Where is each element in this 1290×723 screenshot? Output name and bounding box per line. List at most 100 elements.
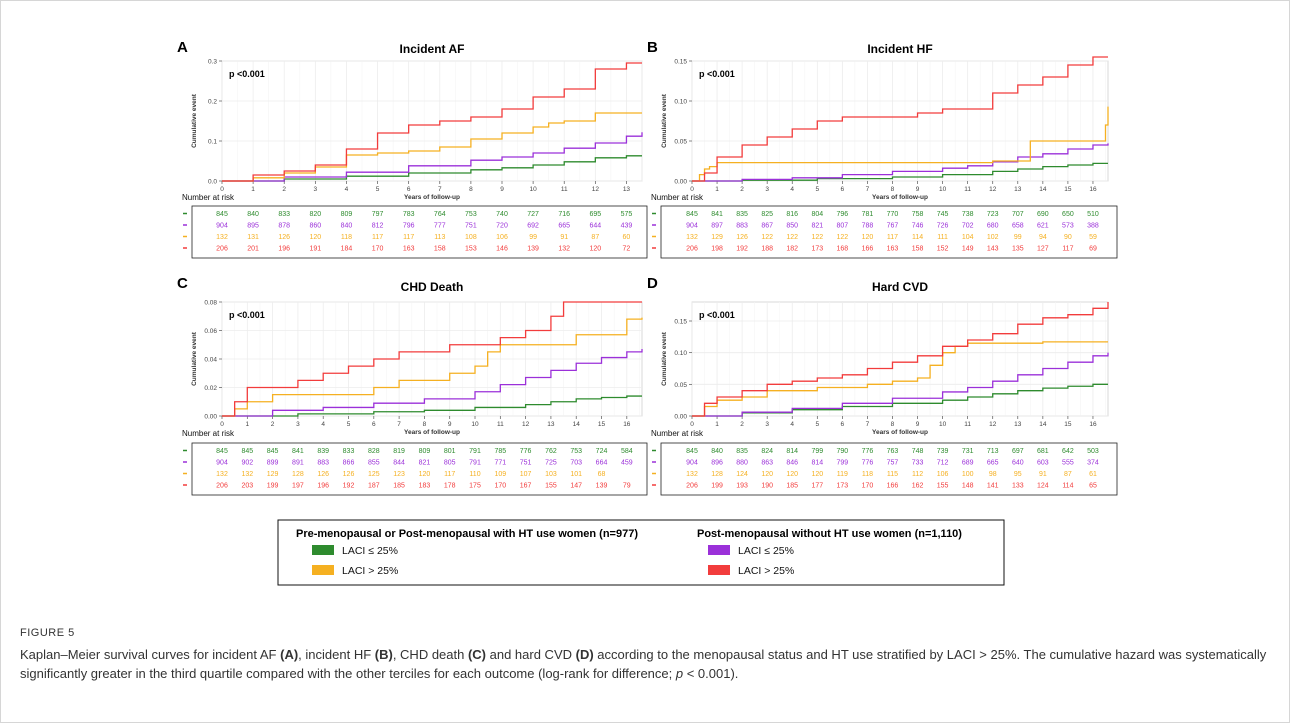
risk-count: 904: [686, 460, 698, 467]
caption-text-6: < 0.001).: [683, 666, 739, 681]
risk-count: 124: [1037, 483, 1049, 490]
x-tick-label: 12: [592, 186, 600, 193]
x-tick-label: 5: [815, 421, 819, 428]
risk-count: 190: [761, 483, 773, 490]
risk-count: 128: [292, 471, 304, 478]
caption-text-3: , CHD death: [392, 647, 468, 662]
risk-count: 126: [317, 471, 329, 478]
risk-count: 107: [520, 471, 532, 478]
risk-count: 764: [434, 211, 446, 218]
risk-count: 845: [686, 448, 698, 455]
x-tick-label: 13: [1014, 421, 1022, 428]
x-tick-label: 5: [815, 186, 819, 193]
x-tick-label: 10: [471, 421, 479, 428]
risk-count: 740: [496, 211, 508, 218]
x-tick-label: 9: [916, 186, 920, 193]
risk-count: 132: [686, 471, 698, 478]
x-axis-label: Years of follow-up: [872, 429, 928, 436]
km-curve-series-3: [222, 317, 643, 417]
risk-count: 199: [267, 483, 279, 490]
caption-p-symbol: p: [675, 666, 684, 681]
risk-count: 113: [434, 234, 445, 241]
risk-count: 152: [937, 246, 949, 253]
risk-count: 716: [558, 211, 570, 218]
risk-count: 725: [545, 460, 557, 467]
risk-count: 751: [465, 223, 477, 230]
risk-count: 206: [216, 483, 228, 490]
y-tick-label: 0.05: [674, 382, 687, 389]
risk-count: 777: [434, 223, 446, 230]
x-tick-label: 16: [1089, 421, 1097, 428]
x-tick-label: 13: [547, 421, 555, 428]
risk-count: 122: [811, 234, 823, 241]
risk-count: 883: [736, 223, 748, 230]
risk-count: 123: [393, 471, 405, 478]
p-value-label: p <0.001: [699, 69, 735, 79]
risk-count: 188: [761, 246, 773, 253]
risk-table-box: [191, 442, 648, 496]
risk-count: 896: [711, 460, 723, 467]
risk-count: 845: [267, 448, 279, 455]
risk-count: 845: [216, 211, 228, 218]
risk-count: 788: [862, 223, 874, 230]
km-curve-series-4: [222, 301, 642, 417]
risk-count: 112: [912, 471, 923, 478]
risk-count: 87: [591, 234, 599, 241]
x-axis-label: Years of follow-up: [872, 194, 928, 201]
risk-count: 120: [761, 471, 773, 478]
risk-count: 902: [241, 460, 253, 467]
risk-count: 120: [811, 471, 823, 478]
y-tick-label: 0.08: [204, 300, 217, 307]
km-curve-series-1: [222, 395, 642, 417]
risk-count: 644: [589, 223, 601, 230]
risk-table-title: Number at risk: [651, 193, 704, 202]
risk-count: 650: [1062, 211, 1074, 218]
risk-count: 187: [368, 483, 380, 490]
x-tick-label: 7: [866, 186, 870, 193]
km-curve-series-2: [692, 143, 1109, 182]
risk-count: 91: [560, 234, 568, 241]
risk-count: 155: [937, 483, 949, 490]
panel-b: B Incident HF0 1 2 3 4 5 6 7 8 9 10 11 12 13 14 15 160.00…: [647, 39, 1118, 259]
risk-count: 175: [469, 483, 481, 490]
risk-count: 158: [912, 246, 924, 253]
risk-count: 665: [558, 223, 570, 230]
x-tick-label: 2: [282, 186, 286, 193]
risk-count: 118: [862, 471, 873, 478]
risk-count: 120: [786, 471, 798, 478]
risk-count: 185: [393, 483, 405, 490]
risk-count: 125: [368, 471, 380, 478]
risk-count: 791: [469, 448, 481, 455]
risk-count: 129: [711, 234, 723, 241]
risk-count: 106: [496, 234, 508, 241]
km-curve-series-2: [222, 349, 643, 417]
risk-count: 110: [469, 471, 480, 478]
x-tick-label: 8: [891, 186, 895, 193]
panel-label: B: [647, 39, 658, 56]
risk-count: 904: [216, 460, 228, 467]
x-tick-label: 4: [790, 186, 794, 193]
risk-count: 690: [1037, 211, 1049, 218]
x-tick-label: 9: [448, 421, 452, 428]
x-tick-label: 1: [715, 186, 719, 193]
risk-count: 60: [623, 234, 631, 241]
y-axis-label: Cumulative event: [191, 93, 198, 148]
x-tick-label: 15: [1064, 421, 1072, 428]
risk-count: 148: [962, 483, 974, 490]
risk-count: 100: [962, 471, 974, 478]
risk-count: 185: [786, 483, 798, 490]
risk-count: 163: [887, 246, 899, 253]
risk-count: 177: [811, 483, 823, 490]
risk-count: 155: [545, 483, 557, 490]
risk-count: 206: [686, 483, 698, 490]
risk-count: 781: [862, 211, 874, 218]
risk-table-title: Number at risk: [182, 429, 235, 438]
x-tick-label: 10: [529, 186, 537, 193]
risk-count: 120: [419, 471, 431, 478]
x-tick-label: 6: [407, 186, 411, 193]
risk-count: 880: [736, 460, 748, 467]
risk-count: 899: [267, 460, 279, 467]
risk-count: 153: [465, 246, 477, 253]
risk-count: 809: [341, 211, 353, 218]
risk-count: 133: [1012, 483, 1024, 490]
